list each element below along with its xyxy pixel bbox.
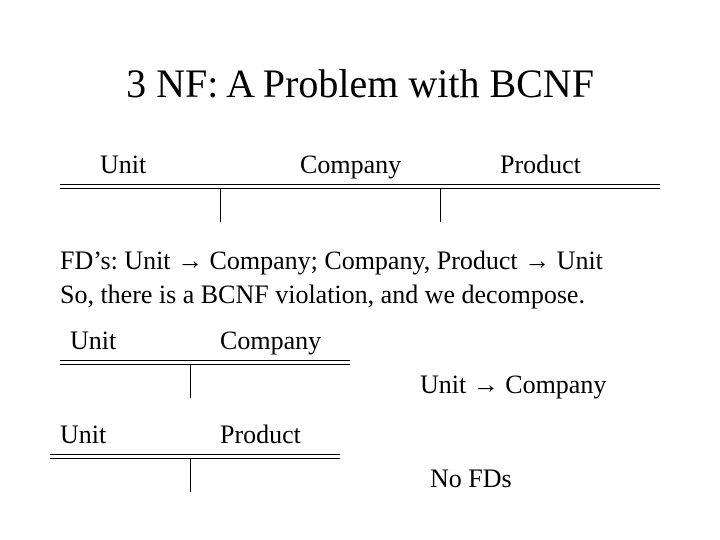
table-b-vline (190, 458, 191, 492)
table-a-col1: Unit (70, 326, 116, 356)
annotation-a-suffix: Company (499, 370, 607, 399)
fd-line-1: FD’s: Unit → Company; Company, Product →… (60, 246, 603, 276)
table-b: Unit Product (60, 420, 400, 480)
table-main-vline-2 (440, 188, 441, 222)
annotation-b: No FDs (430, 464, 512, 494)
arrow-icon: → (524, 246, 550, 275)
table-a-col2: Company (220, 326, 321, 356)
table-a-rule-bot (60, 364, 350, 365)
table-main-col1: Unit (100, 150, 146, 180)
arrow-icon: → (473, 370, 499, 399)
table-a-vline (190, 364, 191, 398)
table-b-rule-top (50, 454, 340, 455)
table-a: Unit Company (60, 326, 400, 386)
table-b-rule-bot (50, 458, 340, 459)
table-main-col3: Product (500, 150, 581, 180)
table-main-col2: Company (300, 150, 401, 180)
fd-line-1-mid: Company; Company, Product (203, 246, 524, 275)
annotation-a-prefix: Unit (420, 370, 473, 399)
table-b-col1: Unit (60, 420, 106, 450)
table-a-rule-top (60, 360, 350, 361)
table-main-rule-top (60, 184, 660, 185)
arrow-icon: → (177, 246, 203, 275)
annotation-a: Unit → Company (420, 370, 606, 400)
table-main: Unit Company Product (60, 150, 660, 210)
fd-line-1-suffix: Unit (550, 246, 603, 275)
table-main-vline-1 (220, 188, 221, 222)
table-main-rule-bot (60, 188, 660, 189)
table-b-col2: Product (220, 420, 301, 450)
slide-title: 3 NF: A Problem with BCNF (0, 60, 720, 107)
fd-line-2: So, there is a BCNF violation, and we de… (60, 280, 585, 310)
fd-line-1-prefix: FD’s: Unit (60, 246, 177, 275)
